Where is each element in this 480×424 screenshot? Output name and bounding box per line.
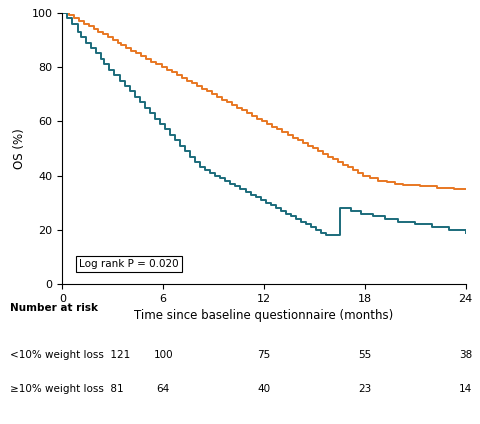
Text: <10% weight loss  121: <10% weight loss 121	[10, 350, 130, 360]
Text: 38: 38	[459, 350, 472, 360]
Text: 40: 40	[257, 384, 271, 394]
Text: Log rank P = 0.020: Log rank P = 0.020	[79, 259, 179, 269]
Text: 75: 75	[257, 350, 271, 360]
Y-axis label: OS (%): OS (%)	[13, 128, 26, 169]
Text: 100: 100	[154, 350, 173, 360]
Text: 14: 14	[459, 384, 472, 394]
Text: 23: 23	[358, 384, 372, 394]
Text: Number at risk: Number at risk	[10, 303, 97, 313]
Text: 55: 55	[358, 350, 372, 360]
X-axis label: Time since baseline questionnaire (months): Time since baseline questionnaire (month…	[134, 310, 394, 322]
Text: 64: 64	[156, 384, 170, 394]
Text: ≥10% weight loss  81: ≥10% weight loss 81	[10, 384, 123, 394]
